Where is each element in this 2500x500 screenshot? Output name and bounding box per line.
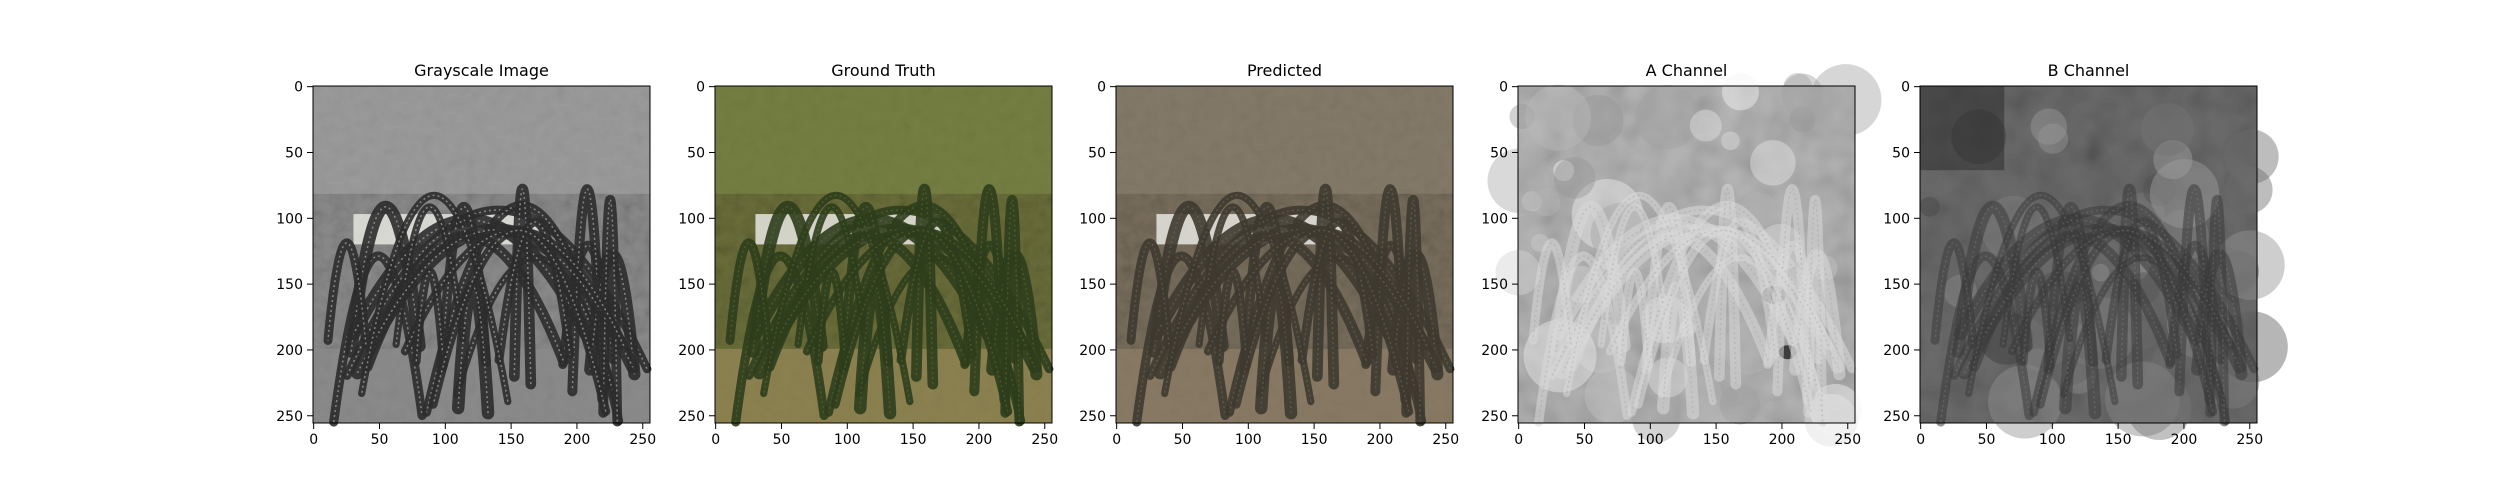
y-tick-label: 100 [678, 211, 705, 227]
y-tick-label: 50 [687, 145, 705, 161]
x-tick-label: 50 [1576, 432, 1594, 448]
color-cactus-photo-predicted [1116, 86, 1455, 427]
x-tick-label: 100 [2039, 432, 2066, 448]
b-channel-map [1919, 86, 2288, 440]
x-tick-label: 50 [371, 432, 389, 448]
y-tick-label: 150 [1883, 277, 1910, 293]
x-tick-label: 250 [2236, 432, 2263, 448]
x-tick-label: 250 [1432, 432, 1459, 448]
x-tick-label: 250 [1031, 432, 1058, 448]
axes-frame [312, 85, 651, 424]
panel-b-channel: B Channel 0 50 100 150 200 250 0 50 100 150 200 250 [1883, 61, 2288, 448]
panel-ground-truth: Ground Truth 0 50 100 150 200 250 0 50 100 150 200 2… [678, 61, 1058, 448]
y-tick-label: 100 [1079, 211, 1106, 227]
x-tick-label: 0 [309, 432, 318, 448]
x-tick-label: 0 [1514, 432, 1523, 448]
y-tick-label: 0 [294, 80, 303, 96]
y-tick-label: 200 [276, 343, 303, 359]
axes-frame [1517, 85, 1856, 424]
x-tick-label: 50 [773, 432, 791, 448]
x-tick-label: 250 [629, 432, 656, 448]
panels-layer: Grayscale Image 0 50 100 150 200 250 0 50 100 150 2… [276, 61, 2288, 448]
panel-title: A Channel [1646, 61, 1728, 80]
y-tick-label: 150 [1481, 277, 1508, 293]
y-tick-label: 100 [1481, 211, 1508, 227]
x-tick-label: 200 [2171, 432, 2198, 448]
y-tick-label: 150 [276, 277, 303, 293]
y-tick-label: 250 [678, 409, 705, 425]
x-tick-label: 200 [966, 432, 993, 448]
panel-predicted: Predicted 0 50 100 150 200 250 0 50 100 150 200 250 [1079, 61, 1459, 448]
x-tick-label: 200 [1769, 432, 1796, 448]
y-tick-label: 150 [678, 277, 705, 293]
axes-frame [714, 85, 1053, 424]
x-tick-label: 100 [834, 432, 861, 448]
y-tick-label: 200 [1883, 343, 1910, 359]
panel-a-channel: A Channel 0 50 100 150 200 250 0 50 100 150 200 250 [1481, 61, 1882, 448]
x-tick-label: 100 [1637, 432, 1664, 448]
x-tick-label: 150 [2105, 432, 2132, 448]
y-tick-label: 50 [1490, 145, 1508, 161]
x-tick-label: 50 [1174, 432, 1192, 448]
x-tick-label: 200 [1367, 432, 1394, 448]
y-tick-label: 0 [1499, 80, 1508, 96]
x-tick-label: 150 [1301, 432, 1328, 448]
y-tick-label: 250 [1481, 409, 1508, 425]
x-tick-label: 0 [1112, 432, 1121, 448]
x-tick-label: 200 [564, 432, 591, 448]
y-tick-label: 100 [276, 211, 303, 227]
x-tick-label: 150 [900, 432, 927, 448]
y-tick-label: 0 [1901, 80, 1910, 96]
x-tick-label: 150 [498, 432, 525, 448]
y-tick-label: 200 [1079, 343, 1106, 359]
y-tick-label: 100 [1883, 211, 1910, 227]
y-tick-label: 250 [1079, 409, 1106, 425]
axes-frame [1115, 85, 1454, 424]
x-tick-label: 250 [1834, 432, 1861, 448]
y-tick-label: 250 [1883, 409, 1910, 425]
x-tick-label: 0 [1916, 432, 1925, 448]
panel-title: B Channel [2048, 61, 2130, 80]
y-tick-label: 50 [1892, 145, 1910, 161]
y-tick-label: 200 [1481, 343, 1508, 359]
x-tick-label: 50 [1978, 432, 1996, 448]
y-tick-label: 0 [1097, 80, 1106, 96]
y-tick-label: 200 [678, 343, 705, 359]
y-tick-label: 0 [696, 80, 705, 96]
y-tick-label: 50 [285, 145, 303, 161]
y-tick-label: 250 [276, 409, 303, 425]
panel-title: Ground Truth [831, 61, 936, 80]
color-cactus-photo-ground-truth [715, 86, 1054, 427]
x-tick-label: 100 [1235, 432, 1262, 448]
panel-title: Predicted [1247, 61, 1322, 80]
panel-title: Grayscale Image [414, 61, 549, 80]
axes-frame [1919, 85, 2258, 424]
x-tick-label: 150 [1703, 432, 1730, 448]
a-channel-map [1487, 64, 1882, 447]
x-tick-label: 100 [432, 432, 459, 448]
y-tick-label: 50 [1088, 145, 1106, 161]
panel-grayscale: Grayscale Image 0 50 100 150 200 250 0 50 100 150 2… [276, 61, 656, 448]
x-tick-label: 0 [711, 432, 720, 448]
grayscale-cactus-photo [313, 86, 652, 427]
y-tick-label: 150 [1079, 277, 1106, 293]
